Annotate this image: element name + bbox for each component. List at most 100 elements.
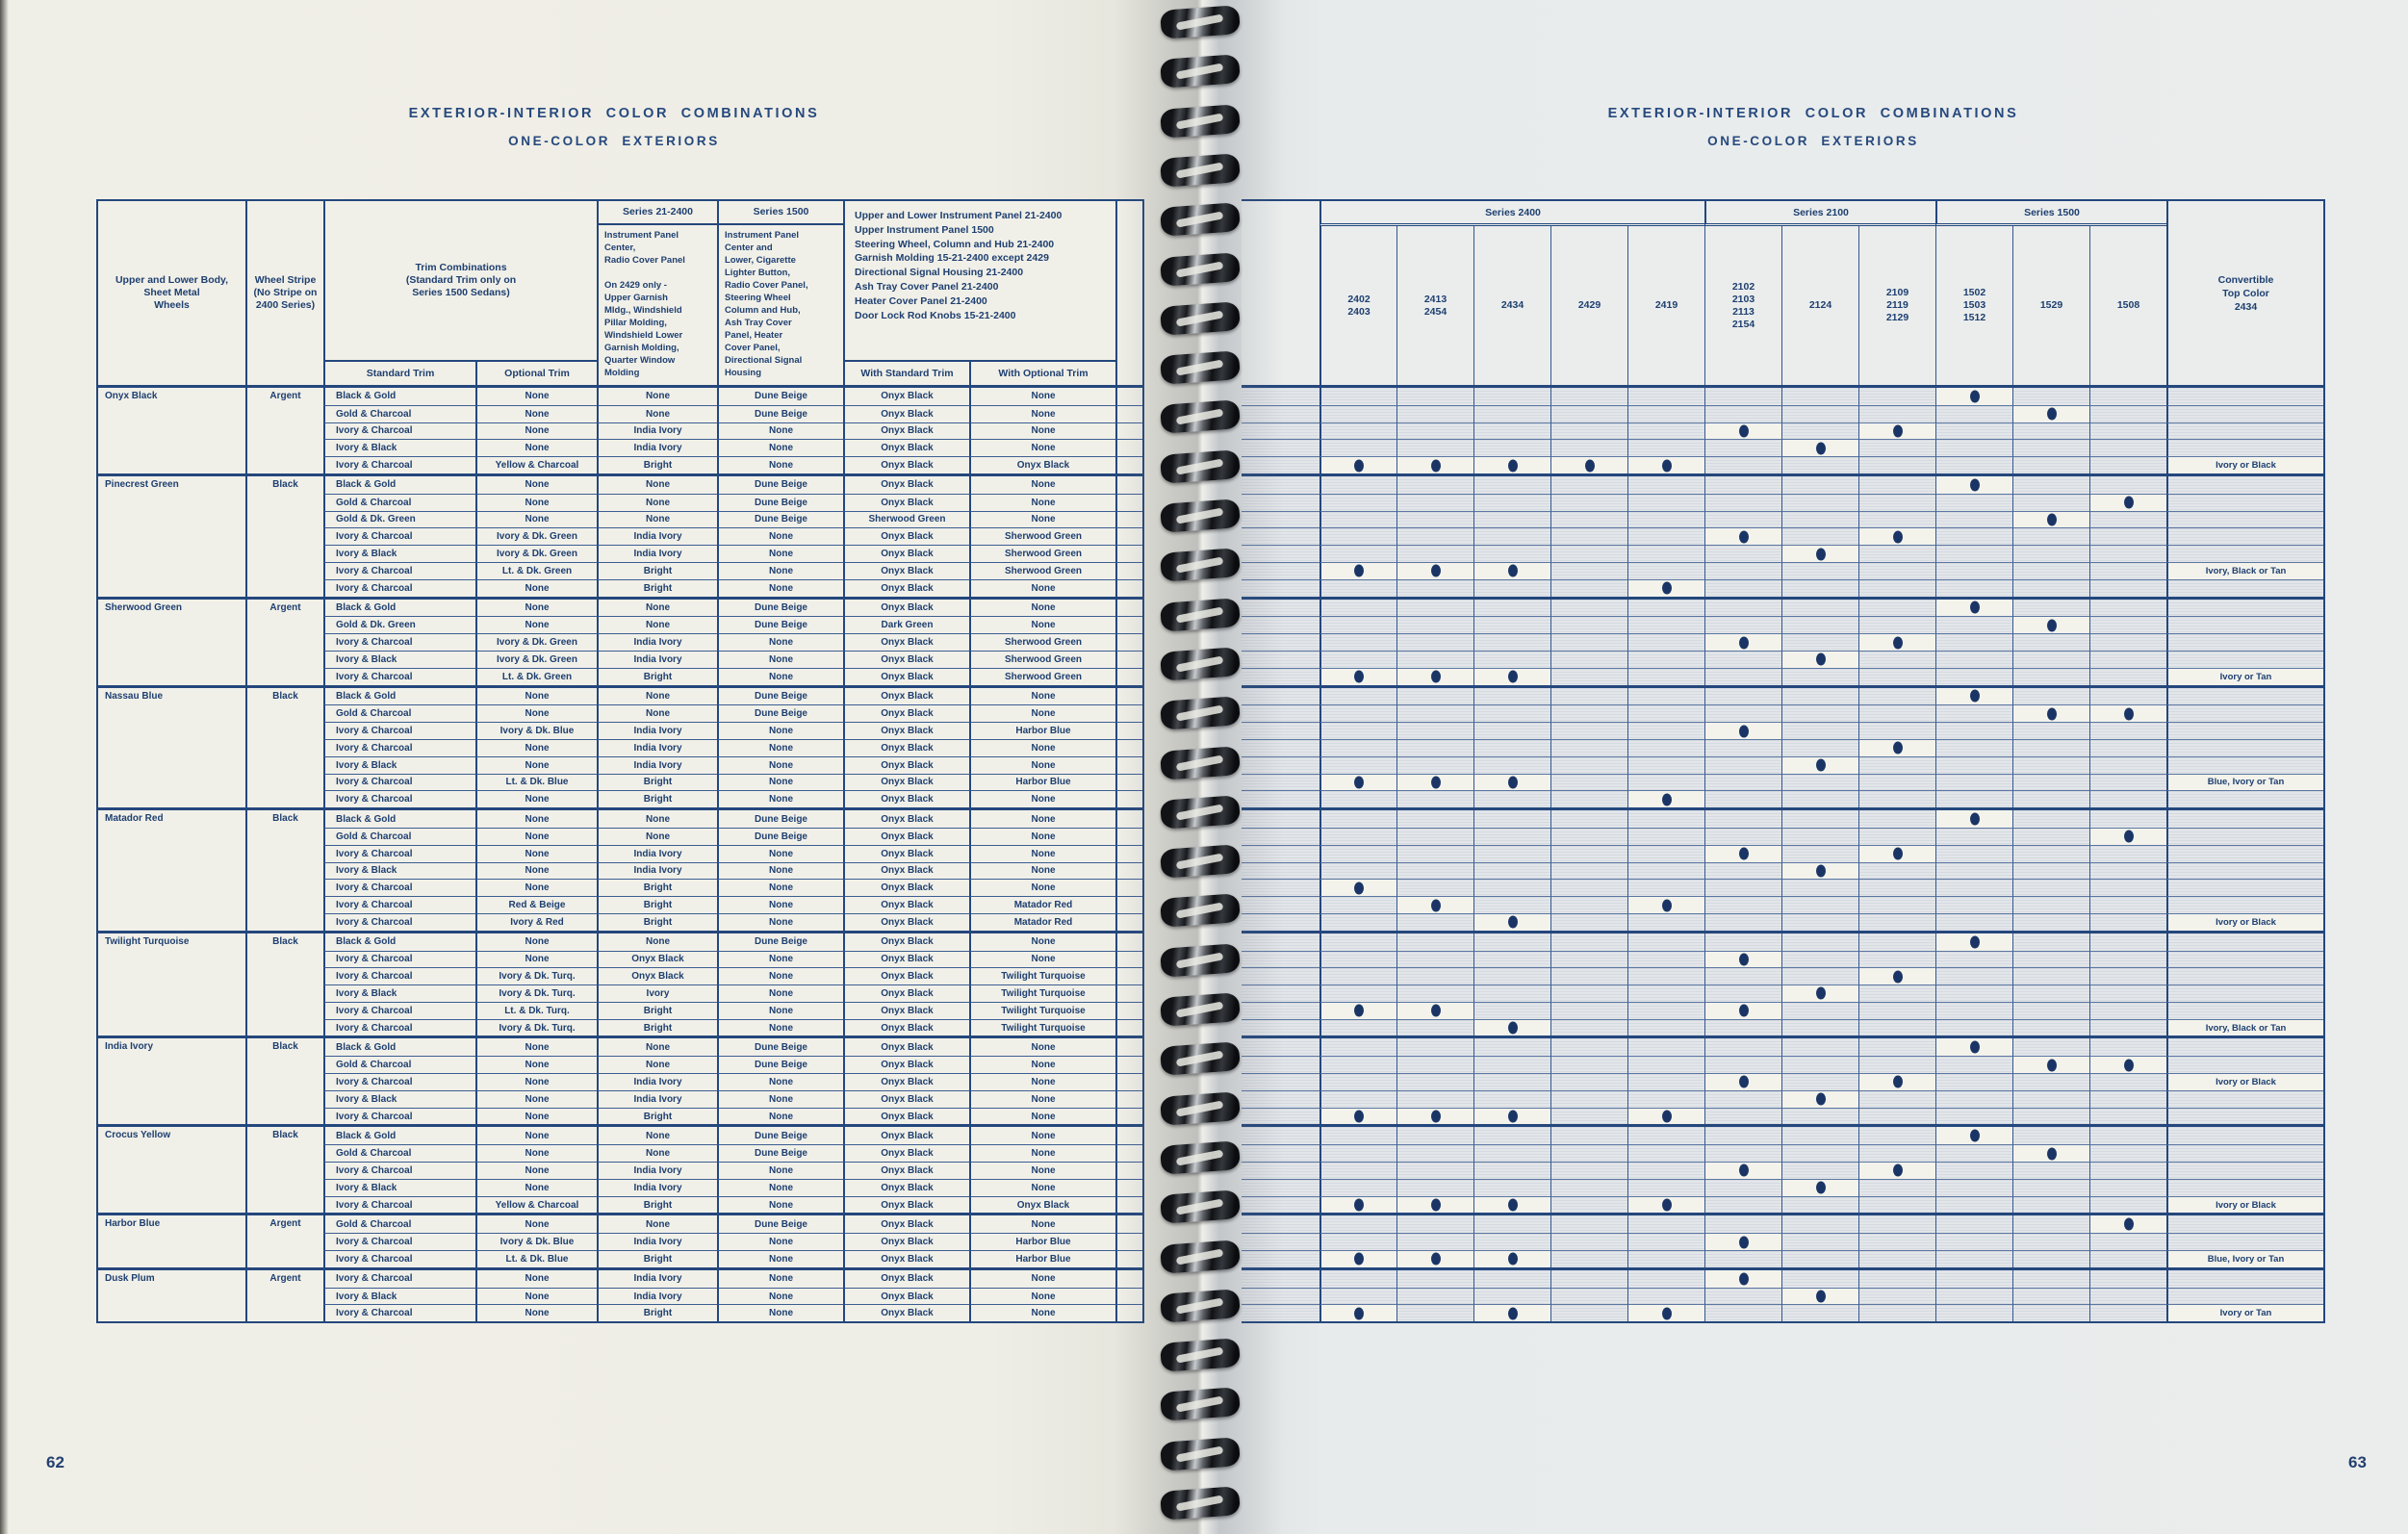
- convertible-top-cell: [2166, 827, 2323, 845]
- spiral-binding-coil: [1160, 1288, 1241, 1323]
- table-cell: India Ivory: [597, 1089, 717, 1108]
- matrix-cell: [1935, 404, 2012, 422]
- matrix-cell: [1781, 773, 1858, 791]
- spiral-binding-coil: [1160, 942, 1241, 978]
- table-cell: None: [969, 1127, 1115, 1145]
- matrix-cell: [1781, 578, 1858, 597]
- matrix-cell: [1627, 1056, 1704, 1074]
- matrix-cell: [1781, 912, 1858, 931]
- matrix-cell: [1935, 475, 2012, 494]
- matrix-cell: [2089, 561, 2166, 579]
- table-cell: Ivory & Charcoal: [323, 738, 475, 756]
- matrix-cell: [1781, 1107, 1858, 1125]
- header-model-1508: 1508: [2089, 226, 2166, 385]
- matrix-cell: [1473, 687, 1550, 705]
- table-cell: None: [969, 933, 1115, 951]
- matrix-cell: [1935, 790, 2012, 808]
- matrix-cell: [1627, 1038, 1704, 1057]
- table-cell: None: [475, 1089, 597, 1108]
- matrix-cell: [2012, 1056, 2089, 1074]
- table-cell: Onyx Black: [597, 967, 717, 985]
- table-cell: None: [475, 493, 597, 511]
- matrix-cell: [1319, 493, 1396, 511]
- matrix-cell: [1627, 1269, 1704, 1288]
- availability-dot: [2046, 619, 2057, 632]
- matrix-cell: [2012, 1195, 2089, 1214]
- availability-dot: [2046, 1059, 2057, 1072]
- table-cell: Sherwood Green: [969, 633, 1115, 651]
- availability-dot: [1430, 1198, 1441, 1212]
- availability-dot: [1354, 882, 1364, 895]
- wheel-stripe-value: Argent: [245, 1269, 323, 1322]
- matrix-cell: [2012, 545, 2089, 562]
- table-cell: Ivory & Charcoal: [323, 1001, 475, 1019]
- matrix-cell: [1473, 439, 1550, 457]
- matrix-cell: [2089, 755, 2166, 774]
- spiral-binding-coil: [1160, 5, 1241, 39]
- matrix-cell: [2089, 667, 2166, 685]
- matrix-cell: [1935, 422, 2012, 440]
- table-cell: Dune Beige: [717, 1215, 843, 1234]
- table-cell: Dune Beige: [717, 475, 843, 494]
- matrix-cell: [1935, 844, 2012, 862]
- availability-dot: [1430, 899, 1441, 911]
- table-cell: None: [717, 1287, 843, 1305]
- table-cell: None: [969, 827, 1115, 845]
- matrix-cell: [1627, 545, 1704, 562]
- table-cell: Onyx Black: [597, 950, 717, 968]
- table-cell: Ivory & Charcoal: [323, 790, 475, 808]
- matrix-cell: [1396, 1215, 1473, 1234]
- matrix-cell: [1935, 510, 2012, 528]
- matrix-cell: [1473, 1287, 1550, 1305]
- wheel-stripe-value: Black: [245, 1127, 323, 1214]
- wheel-stripe-value: Argent: [245, 1215, 323, 1267]
- matrix-cell: [1396, 599, 1473, 617]
- spiral-binding-coil: [1160, 548, 1241, 583]
- matrix-cell: [1781, 633, 1858, 651]
- table-cell: Ivory & Dk. Turq.: [475, 984, 597, 1002]
- matrix-cell: [1396, 844, 1473, 862]
- matrix-cell: [1935, 599, 2012, 617]
- matrix-cell: [1858, 1195, 1935, 1214]
- table-cell: None: [597, 1038, 717, 1057]
- availability-dot: [1430, 564, 1441, 577]
- matrix-cell: [2089, 527, 2166, 546]
- matrix-cell: [2012, 456, 2089, 473]
- availability-dot: [1892, 847, 1903, 860]
- matrix-cell: [1858, 388, 1935, 405]
- table-cell: None: [475, 1073, 597, 1090]
- matrix-cell: [1704, 1144, 1781, 1163]
- table-cell: None: [475, 1038, 597, 1057]
- table-cell: Dune Beige: [717, 810, 843, 828]
- table-cell: Ivory & Charcoal: [323, 773, 475, 791]
- matrix-cell: [1704, 1250, 1781, 1267]
- matrix-cell: [1858, 578, 1935, 597]
- table-cell: Onyx Black: [843, 755, 969, 774]
- matrix-cell: [1396, 738, 1473, 756]
- table-cell: Harbor Blue: [969, 773, 1115, 791]
- table-cell: None: [717, 1073, 843, 1090]
- availability-group: Ivory or Black: [1242, 1038, 2323, 1128]
- matrix-cell: [1627, 704, 1704, 723]
- table-cell: None: [717, 545, 843, 562]
- table-cell: None: [475, 1215, 597, 1234]
- matrix-cell: [1319, 510, 1396, 528]
- matrix-cell: [2012, 1107, 2089, 1125]
- matrix-cell: [1704, 912, 1781, 931]
- matrix-cell: [1704, 861, 1781, 880]
- matrix-cell: [1473, 1250, 1550, 1267]
- matrix-cell: [1473, 879, 1550, 897]
- header-model-2419: 2419: [1627, 226, 1704, 385]
- matrix-cell: [1319, 1144, 1396, 1163]
- table-cell: None: [475, 578, 597, 597]
- matrix-cell: [1935, 1018, 2012, 1036]
- table-cell: Bright: [597, 790, 717, 808]
- convertible-top-cell: [2166, 578, 2323, 597]
- matrix-cell: [2012, 1215, 2089, 1234]
- table-cell: Ivory & Charcoal: [323, 422, 475, 440]
- convertible-top-cell: [2166, 475, 2323, 494]
- color-combinations-table-body: Onyx Black Argent Black & Gold None None Dune…: [98, 388, 1142, 1322]
- table-cell: Onyx Black: [843, 388, 969, 405]
- availability-dot: [1738, 847, 1749, 860]
- matrix-cell: [2089, 1195, 2166, 1214]
